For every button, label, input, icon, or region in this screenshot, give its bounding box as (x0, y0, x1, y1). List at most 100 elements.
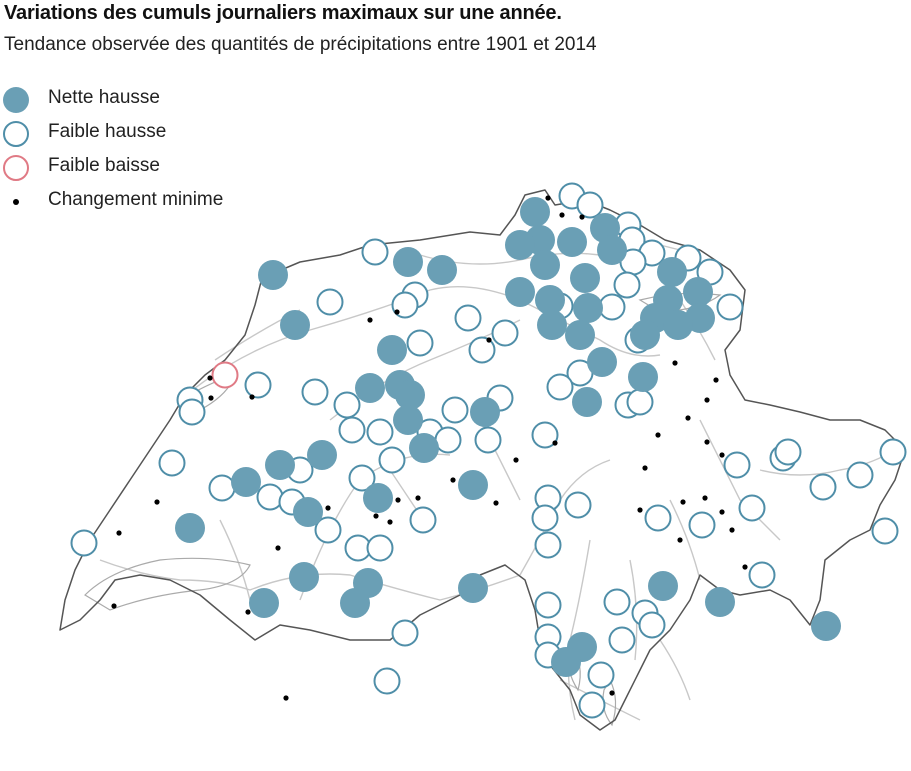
station-strong-increase (293, 497, 323, 527)
station-strong-increase (265, 450, 295, 480)
station-weak-increase (348, 464, 376, 492)
station-strong-increase (175, 513, 205, 543)
station-minimal-change (154, 499, 160, 505)
station-weak-increase (716, 293, 744, 321)
station-minimal-change (642, 465, 648, 471)
station-strong-increase (458, 573, 488, 603)
filled-circle-icon (3, 87, 29, 113)
station-minimal-change (719, 452, 725, 458)
station-markers (70, 182, 907, 719)
station-weak-increase (244, 371, 272, 399)
station-weak-increase (391, 619, 419, 647)
station-strong-increase (409, 433, 439, 463)
station-strong-increase (557, 227, 587, 257)
station-weak-increase (578, 691, 606, 719)
dot-icon (13, 199, 19, 205)
station-weak-increase (373, 667, 401, 695)
station-weak-increase (333, 391, 361, 419)
station-strong-increase (597, 235, 627, 265)
station-strong-increase (537, 310, 567, 340)
station-weak-increase (301, 378, 329, 406)
station-weak-increase (314, 516, 342, 544)
station-strong-increase (249, 588, 279, 618)
station-strong-increase (393, 405, 423, 435)
map-title: Variations des cumuls journaliers maxima… (4, 2, 562, 24)
station-minimal-change (704, 439, 710, 445)
station-minimal-change (325, 505, 331, 511)
station-weak-increase (879, 438, 907, 466)
station-strong-increase (340, 588, 370, 618)
station-weak-increase (809, 473, 837, 501)
station-weak-increase (774, 438, 802, 466)
station-strong-increase (458, 470, 488, 500)
station-strong-increase (231, 467, 261, 497)
station-strong-increase (427, 255, 457, 285)
station-strong-increase (355, 373, 385, 403)
station-strong-increase (280, 310, 310, 340)
station-minimal-change (672, 360, 678, 366)
station-weak-increase (546, 373, 574, 401)
station-strong-increase (289, 562, 319, 592)
station-weak-increase (316, 288, 344, 316)
legend-label: Changement minime (48, 189, 224, 210)
station-weak-increase (70, 529, 98, 557)
station-weak-increase (366, 418, 394, 446)
station-weak-increase (338, 416, 366, 444)
station-minimal-change (394, 309, 400, 315)
station-strong-increase (307, 440, 337, 470)
station-weak-increase (598, 293, 626, 321)
station-weak-increase (626, 388, 654, 416)
station-minimal-change (559, 212, 565, 218)
station-weak-increase (474, 426, 502, 454)
station-strong-increase (570, 263, 600, 293)
station-strong-increase (811, 611, 841, 641)
legend-label: Faible hausse (48, 121, 167, 142)
station-strong-increase (628, 362, 658, 392)
station-weak-increase (723, 451, 751, 479)
station-strong-increase (258, 260, 288, 290)
station-weak-decrease (211, 361, 239, 389)
station-minimal-change (545, 195, 551, 201)
station-minimal-change (249, 394, 255, 400)
station-minimal-change (486, 337, 492, 343)
station-weak-increase (608, 626, 636, 654)
station-strong-increase (377, 335, 407, 365)
station-minimal-change (275, 545, 281, 551)
station-weak-increase (738, 494, 766, 522)
station-weak-increase (748, 561, 776, 589)
station-weak-increase (846, 461, 874, 489)
legend-label: Faible baisse (48, 155, 160, 176)
red-open-circle-icon (3, 155, 29, 181)
station-weak-increase (378, 446, 406, 474)
station-strong-increase (705, 587, 735, 617)
station-minimal-change (704, 397, 710, 403)
station-minimal-change (702, 495, 708, 501)
station-weak-increase (178, 398, 206, 426)
station-minimal-change (655, 432, 661, 438)
station-minimal-change (609, 690, 615, 696)
station-minimal-change (513, 457, 519, 463)
station-weak-increase (603, 588, 631, 616)
station-weak-increase (534, 591, 562, 619)
station-strong-increase (393, 247, 423, 277)
station-weak-increase (441, 396, 469, 424)
station-strong-increase (565, 320, 595, 350)
station-minimal-change (552, 440, 558, 446)
station-strong-increase (530, 250, 560, 280)
station-minimal-change (415, 495, 421, 501)
station-minimal-change (367, 317, 373, 323)
station-weak-increase (531, 421, 559, 449)
station-minimal-change (579, 214, 585, 220)
station-strong-increase (535, 285, 565, 315)
open-circle-icon (3, 121, 29, 147)
station-minimal-change (450, 477, 456, 483)
station-weak-increase (468, 336, 496, 364)
station-weak-increase (454, 304, 482, 332)
station-minimal-change (111, 603, 117, 609)
station-weak-increase (638, 611, 666, 639)
station-strong-increase (505, 277, 535, 307)
station-minimal-change (637, 507, 643, 513)
station-minimal-change (742, 564, 748, 570)
station-weak-increase (688, 511, 716, 539)
station-minimal-change (116, 530, 122, 536)
